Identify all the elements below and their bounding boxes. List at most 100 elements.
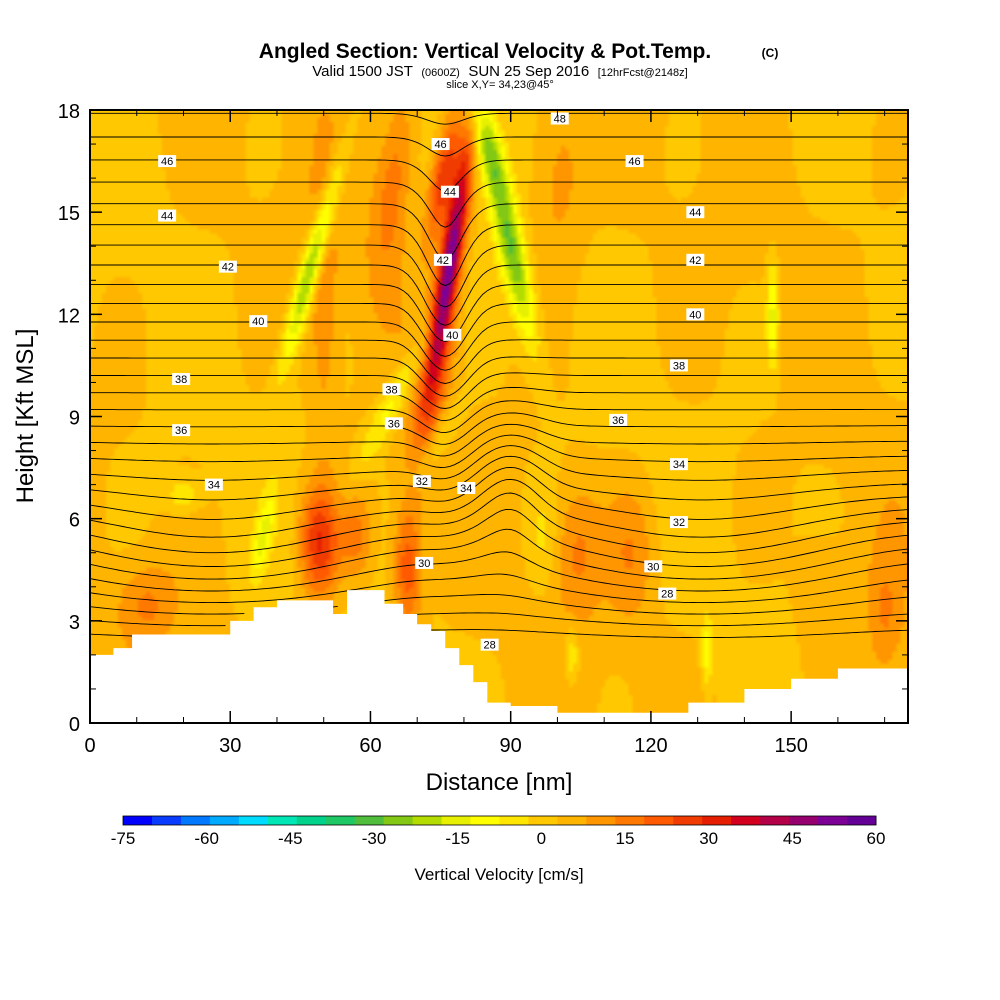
subtitle-forecast: [12hrFcst@2148z] [598,67,688,79]
chart-title: Angled Section: Vertical Velocity & Pot.… [259,40,711,63]
colorbar-swatch [673,816,703,825]
isotherm-label-text: 40 [446,330,458,342]
x-axis: 0 30 60 90 120 150 [84,110,808,757]
isotherm-label-text: 28 [484,640,496,652]
isotherm-line [90,455,908,501]
colorbar-swatch [818,816,848,825]
colorbar-swatch [383,816,414,825]
isotherm-label-text: 44 [444,187,456,199]
isotherm-line [90,400,908,434]
isotherm-label-text: 46 [161,156,173,168]
colorbar-swatch [644,816,674,825]
colorbar-tick-label: 0 [537,829,546,848]
isotherm-label: 34 [204,478,223,492]
y-axis-label: Height [Kft MSL] [12,329,39,504]
isotherm-label: 48 [550,112,569,126]
isotherm-line [90,181,908,228]
x-tick-label: 60 [359,735,381,757]
colorbar-tick-label: -75 [111,829,136,848]
isotherm-line [90,478,908,538]
colorbar-swatch [615,816,645,825]
isotherm-line [90,445,908,481]
colorbar-swatch [499,816,529,825]
isotherm-line [90,612,908,627]
isotherm-label-text: 42 [437,255,449,267]
isotherm-label: 28 [480,638,499,652]
isotherm-line [90,466,908,520]
isotherm-label-text: 36 [612,415,624,427]
isotherm-label: 44 [440,185,459,199]
isotherm-line [90,372,908,409]
velocity-field [90,110,908,723]
colorbar-swatch [296,816,327,825]
isotherm-label: 30 [415,556,434,570]
isotherm-label: 38 [669,359,688,372]
colorbar-swatch [557,816,587,825]
isotherm-label-text: 42 [222,262,234,274]
isotherm-label: 40 [686,308,705,321]
isotherm-line [90,387,908,422]
colorbar: -75 -60 -45 -30 -15 0 15 30 45 60 [111,815,886,848]
isotherm-line [90,321,908,371]
isotherm-label-text: 38 [175,374,187,386]
isotherm-line [90,551,908,592]
isotherm-line [90,283,908,342]
colorbar-swatch [267,816,298,825]
isotherm-label-text: 40 [689,309,701,321]
isotherm-line [90,224,908,287]
isotherm-label: 34 [457,482,476,495]
isotherm-label-text: 38 [385,384,397,396]
isotherm-label-text: 46 [628,156,640,168]
isotherm-label: 42 [686,253,705,267]
isotherm-label: 42 [433,253,452,267]
colorbar-frame [122,815,877,826]
colorbar-swatch [789,816,819,825]
isotherm-line [90,159,908,192]
subtitle-date: SUN 25 Sep 2016 [468,63,589,80]
colorbar-tick-label: 60 [867,829,886,848]
isotherm-line [90,244,908,308]
isotherm-label-text: 36 [175,425,187,437]
isotherm-line [90,423,908,457]
isotherm-line [90,356,908,397]
isotherm-label-text: 32 [416,476,428,488]
subtitle-zulu: (0600Z) [421,67,460,79]
y-tick-label: 15 [58,203,80,225]
isotherm-label: 44 [158,209,177,223]
colorbar-tick-label: 30 [699,829,718,848]
isotherm-line [90,434,908,468]
isotherm-line [90,629,908,639]
colorbar-tick-label: 45 [783,829,802,848]
isotherm-label-text: 30 [418,558,430,570]
isotherm-line [90,302,908,357]
isotherm-label: 42 [218,260,237,274]
isotherm-label: 38 [172,373,191,386]
colorbar-swatch [123,816,153,825]
isotherm-label: 46 [158,155,177,168]
colorbar-tick-label: -45 [278,829,303,848]
colorbar-swatch [238,816,269,825]
isotherm-line [90,112,908,125]
subtitle-valid: Valid 1500 JST [312,63,413,80]
isotherm-label: 46 [431,138,450,151]
colorbar-swatch [528,816,558,825]
terrain [90,590,908,723]
isotherm-line [90,528,908,580]
isotherm-label-text: 40 [252,316,264,328]
colorbar-swatch [702,816,732,825]
isotherm-label-text: 32 [673,517,685,529]
isotherm-label-text: 36 [388,418,400,430]
isotherm-label-text: 28 [661,589,673,601]
isotherm-label-text: 48 [554,114,566,126]
isotherm-label: 44 [686,206,705,219]
isotherm-line [90,136,908,157]
isotherm-line [90,203,908,260]
colorbar-swatch [325,816,356,825]
isotherm-label-text: 30 [647,561,659,573]
y-tick-label: 0 [69,714,80,736]
isotherm-label: 34 [669,458,688,471]
isotherm-label-text: 44 [161,211,173,223]
colorbar-swatch [441,816,472,825]
isotherm-label: 36 [384,417,403,430]
